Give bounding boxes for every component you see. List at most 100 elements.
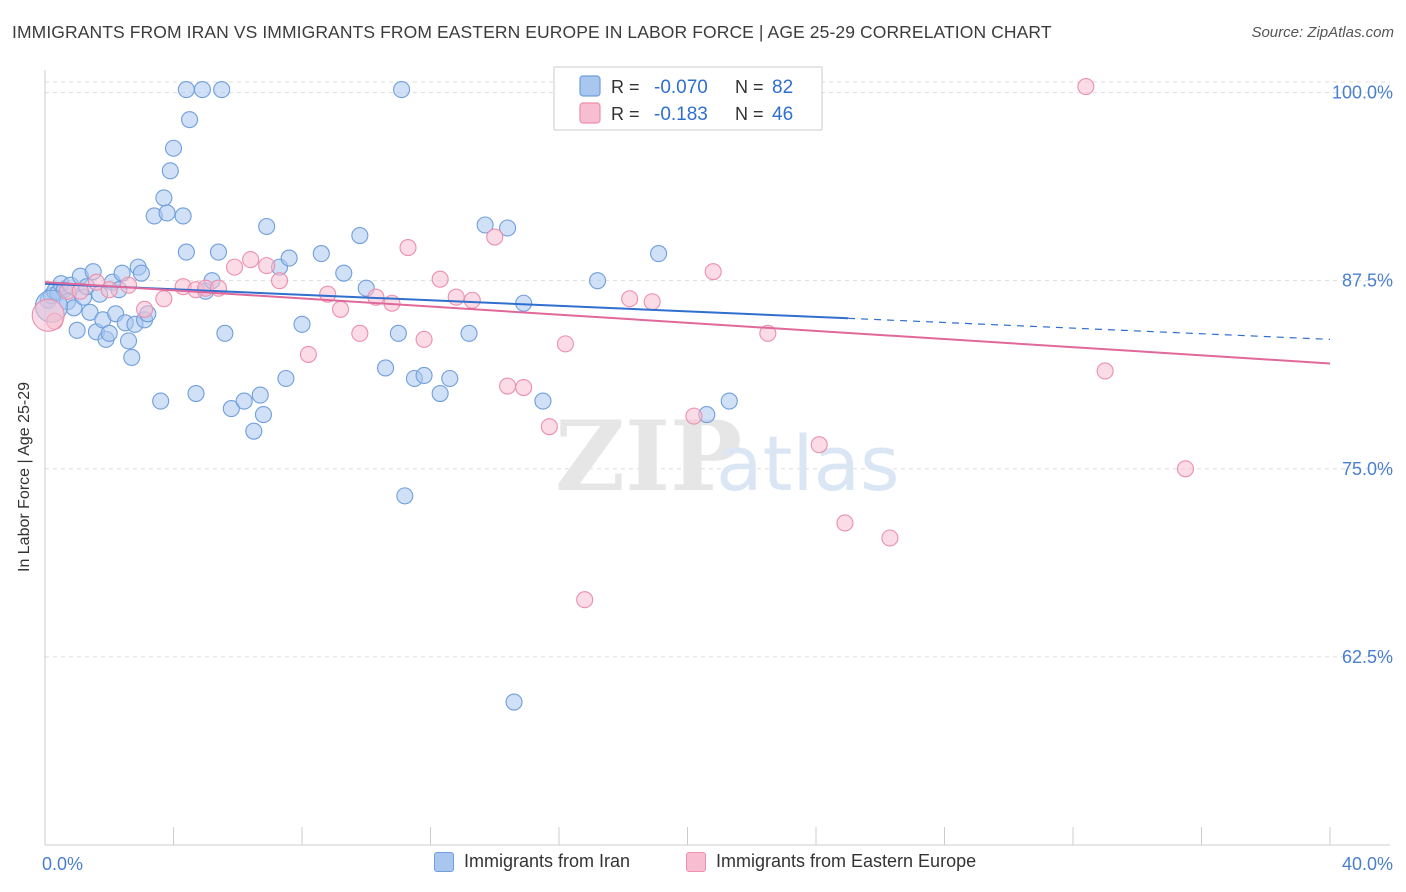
legend-r-value-iran: -0.070 <box>654 77 708 98</box>
ee-point-36 <box>704 263 722 281</box>
iran-point-35 <box>161 162 179 180</box>
y-tick-label-3: 62.5% <box>1342 647 1393 667</box>
iran-point-73 <box>650 245 668 263</box>
iran-point-50 <box>258 217 276 236</box>
iran-point-29 <box>132 264 150 282</box>
ee-point-2 <box>71 282 89 300</box>
ee-point-33 <box>621 290 639 308</box>
iran-point-78 <box>213 81 231 99</box>
iran-point-77 <box>193 81 211 99</box>
bottom-legend-ee: Immigrants from Eastern Europe <box>686 851 976 872</box>
bottom-legend-label-ee: Immigrants from Eastern Europe <box>716 851 977 871</box>
bottom-legend-swatch-iran <box>434 851 454 872</box>
iran-point-40 <box>187 384 205 403</box>
iran-point-60 <box>389 324 407 342</box>
ee-point-29 <box>515 378 533 397</box>
gridlines <box>45 81 1390 658</box>
iran-point-13 <box>81 303 99 321</box>
iran-point-62 <box>396 487 414 505</box>
iran-point-51 <box>254 406 273 424</box>
iran-point-53 <box>277 369 295 388</box>
legend-n-value-ee: 46 <box>772 104 793 125</box>
iran-point-48 <box>245 422 263 440</box>
ee-point-16 <box>299 345 317 363</box>
y-axis-label: In Labor Force | Age 25-29 <box>16 381 33 572</box>
iran-point-61 <box>376 359 395 377</box>
ee-point-40 <box>836 514 854 532</box>
ee-point-39 <box>810 436 828 454</box>
series-iran-points <box>34 81 738 711</box>
ee-point-14 <box>258 257 276 275</box>
iran-point-75 <box>720 392 738 410</box>
ee-point-27 <box>486 228 504 246</box>
ee-point-25 <box>447 288 465 306</box>
ee-point-32 <box>576 591 594 609</box>
iran-point-26 <box>123 348 141 366</box>
ee-point-5 <box>119 276 138 294</box>
ee-point-31 <box>556 335 574 353</box>
legend-r-label-iran: R = <box>611 77 640 97</box>
iran-point-46 <box>222 400 240 418</box>
iran-point-9 <box>68 321 86 339</box>
iran-point-79 <box>393 81 411 99</box>
legend-swatch-iran <box>579 75 601 97</box>
ee-point-34 <box>643 293 661 311</box>
iran-point-25 <box>119 332 138 350</box>
iran-point-76 <box>177 81 195 99</box>
axes <box>44 70 1390 846</box>
iran-point-80 <box>505 693 523 711</box>
trend-line-iran-extension <box>848 317 1331 340</box>
bottom-legend-label-iran: Immigrants from Iran <box>464 851 631 871</box>
legend-swatch-ee <box>579 102 601 124</box>
iran-point-37 <box>158 204 176 222</box>
trend-line-iran <box>44 282 849 320</box>
iran-point-36 <box>164 139 183 157</box>
iran-point-64 <box>415 366 433 385</box>
iran-point-72 <box>588 272 607 290</box>
ee-point-17 <box>319 285 337 303</box>
y-tick-label-1: 87.5% <box>1342 271 1393 291</box>
iran-point-67 <box>460 324 478 342</box>
ee-point-43 <box>1096 362 1114 380</box>
ee-point-24 <box>431 270 449 288</box>
stats-legend: R = -0.070 N = 82 R = -0.183 N = 46 <box>553 66 823 131</box>
ee-point-23 <box>415 330 433 348</box>
iran-point-54 <box>280 249 298 267</box>
watermark: ZIP atlas <box>555 400 900 513</box>
iran-point-66 <box>441 369 459 388</box>
y-tick-labels: 100.0% 87.5% 75.0% 62.5% <box>1332 83 1393 667</box>
bottom-legend: Immigrants from Iran Immigrants from Eas… <box>0 851 1406 877</box>
x-tick-labels: 0.0% 40.0% <box>42 854 1393 874</box>
bottom-legend-iran: Immigrants from Iran <box>434 851 630 872</box>
legend-n-label-iran: N = <box>735 77 764 97</box>
iran-point-43 <box>181 111 199 129</box>
iran-point-42 <box>209 243 228 261</box>
ee-point-44 <box>1176 460 1194 478</box>
ee-point-13 <box>242 251 260 269</box>
ee-point-4 <box>100 281 118 299</box>
legend-r-value-ee: -0.183 <box>654 104 708 125</box>
iran-point-39 <box>177 243 195 261</box>
ee-point-42 <box>1077 78 1095 96</box>
trend-lines <box>44 281 1331 365</box>
iran-point-33 <box>152 392 170 410</box>
ee-point-15 <box>270 272 289 290</box>
iran-point-19 <box>100 324 118 342</box>
iran-point-47 <box>235 392 253 410</box>
ee-point-45 <box>31 298 65 332</box>
ee-point-22 <box>399 239 417 257</box>
y-tick-label-2: 75.0% <box>1342 459 1393 479</box>
chart-title: IMMIGRANTS FROM IRAN VS IMMIGRANTS FROM … <box>12 22 1052 42</box>
ee-point-18 <box>331 300 350 318</box>
ee-point-30 <box>540 418 558 436</box>
ee-point-35 <box>685 407 703 425</box>
iran-point-68 <box>476 216 494 234</box>
iran-point-56 <box>312 245 330 263</box>
source-credit: Source: ZipAtlas.com <box>1251 24 1394 41</box>
ee-point-41 <box>881 529 899 547</box>
iran-point-58 <box>351 226 369 245</box>
ee-point-12 <box>225 258 244 276</box>
legend-n-value-iran: 82 <box>772 77 793 98</box>
iran-point-45 <box>216 324 234 342</box>
